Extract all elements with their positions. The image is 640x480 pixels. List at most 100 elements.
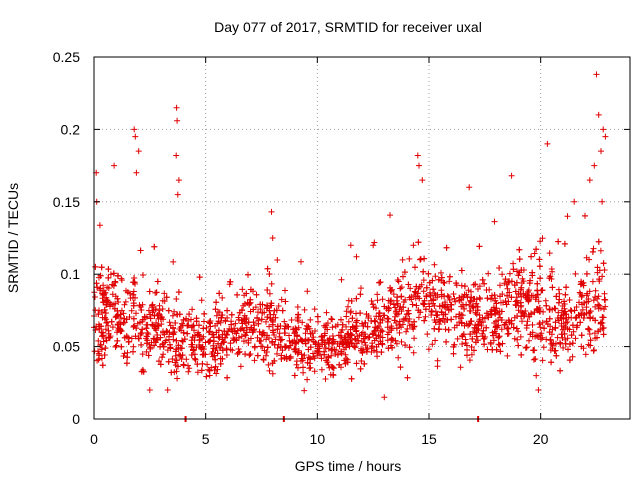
data-point-outlier <box>174 117 181 124</box>
data-point <box>234 327 241 334</box>
data-point <box>97 341 104 348</box>
data-point <box>411 288 418 295</box>
data-point <box>314 313 321 320</box>
data-point <box>159 297 166 304</box>
data-point <box>278 336 285 343</box>
data-point <box>263 318 269 325</box>
data-point <box>484 295 491 302</box>
data-point <box>464 346 470 353</box>
data-point <box>546 250 553 257</box>
data-point <box>494 324 501 331</box>
data-point <box>219 355 226 362</box>
data-point <box>489 292 495 299</box>
data-point <box>586 309 592 316</box>
data-point <box>345 330 352 337</box>
y-tick-label: 0.25 <box>53 49 80 65</box>
data-point <box>481 315 488 322</box>
data-point <box>356 332 363 339</box>
data-point <box>561 330 568 337</box>
data-point <box>370 304 377 311</box>
data-point-outlier <box>174 191 181 198</box>
data-point <box>491 218 498 225</box>
data-point-outlier <box>595 111 602 118</box>
data-point <box>260 357 267 363</box>
data-point <box>546 315 553 322</box>
data-point <box>241 300 248 307</box>
data-point <box>561 298 568 305</box>
data-point <box>591 330 598 337</box>
data-point-outlier <box>564 213 571 220</box>
data-point <box>420 268 427 275</box>
data-point-outlier <box>164 387 171 393</box>
data-point <box>105 266 112 273</box>
data-point <box>173 346 180 353</box>
data-point <box>396 318 403 325</box>
data-point <box>587 342 594 349</box>
data-point <box>139 351 146 358</box>
data-point <box>215 309 222 315</box>
data-point <box>137 247 144 254</box>
data-point <box>552 324 559 331</box>
data-point <box>401 269 408 276</box>
data-point-outlier <box>268 208 275 215</box>
data-point <box>101 352 108 358</box>
data-point <box>355 337 362 344</box>
data-point <box>165 307 172 314</box>
data-point <box>100 338 107 345</box>
data-point <box>231 328 238 335</box>
data-point <box>543 318 550 325</box>
data-point-outlier <box>544 140 551 147</box>
data-point <box>94 357 101 364</box>
data-point <box>533 332 540 339</box>
data-point <box>377 338 384 345</box>
data-point <box>353 360 360 367</box>
data-point <box>180 361 187 368</box>
data-point <box>144 329 151 336</box>
data-point <box>314 348 321 355</box>
data-point <box>552 305 559 312</box>
data-point <box>590 245 597 252</box>
data-point <box>518 351 525 358</box>
data-point <box>470 304 477 311</box>
data-point <box>98 309 105 315</box>
data-point <box>524 288 531 295</box>
data-point <box>541 325 548 332</box>
data-point <box>407 285 414 292</box>
data-point <box>378 349 385 356</box>
data-point <box>200 325 207 332</box>
data-point <box>358 358 365 364</box>
data-point <box>151 342 157 349</box>
data-point <box>560 344 567 351</box>
data-point <box>441 293 448 300</box>
x-axis-label: GPS time / hours <box>295 458 402 474</box>
data-point <box>442 311 449 318</box>
data-point <box>244 299 251 306</box>
data-point <box>125 339 132 345</box>
data-point <box>130 348 136 355</box>
data-point <box>564 335 571 342</box>
data-point <box>549 268 556 275</box>
y-tick-label: 0.1 <box>61 266 81 282</box>
data-point <box>590 347 597 354</box>
data-point <box>473 300 480 307</box>
data-point <box>155 310 162 317</box>
data-point <box>375 313 382 320</box>
data-point <box>223 352 230 358</box>
data-point <box>138 341 145 348</box>
data-point <box>152 306 159 313</box>
data-point-outlier <box>131 126 138 133</box>
data-point-outlier <box>508 172 515 179</box>
data-point <box>256 338 263 345</box>
data-point <box>98 264 105 271</box>
x-tick-label: 10 <box>310 431 326 447</box>
data-point <box>491 292 498 298</box>
data-point <box>535 298 542 305</box>
data-point <box>169 312 176 319</box>
data-point <box>184 330 191 337</box>
data-point <box>128 307 135 314</box>
data-point <box>283 343 290 350</box>
data-point <box>519 318 525 325</box>
data-point <box>376 279 383 286</box>
x-tick-label: 5 <box>202 431 210 447</box>
data-point <box>293 333 300 340</box>
